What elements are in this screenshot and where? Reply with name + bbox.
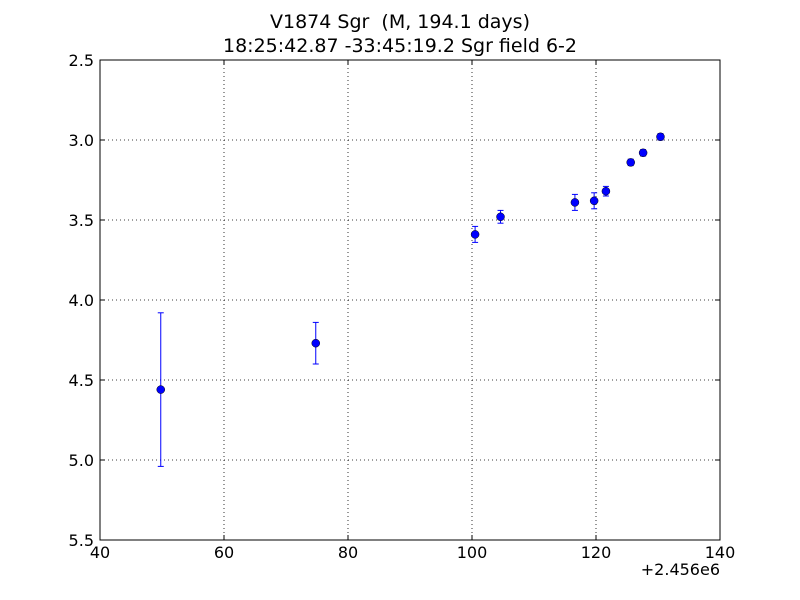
data-point — [626, 158, 635, 167]
y-tick-label: 5.0 — [69, 451, 94, 470]
point-marker — [156, 385, 166, 394]
data-point — [638, 148, 648, 158]
y-axis-ticks: 2.5 3.0 3.5 4.0 4.5 5.0 5.5 — [69, 51, 720, 550]
point-marker — [601, 186, 611, 196]
plot-frame — [99, 59, 721, 541]
data-point — [570, 193, 580, 211]
point-marker — [626, 158, 635, 167]
chart-subtitle: 18:25:42.87 -33:45:19.2 Sgr field 6-2 — [223, 35, 577, 57]
data-point — [156, 312, 166, 467]
x-tick-label: 140 — [705, 543, 736, 562]
x-axis-ticks: 40 60 80 100 120 140 — [90, 60, 735, 562]
x-axis-offset-label: +2.456e6 — [640, 560, 720, 579]
data-point — [656, 132, 665, 142]
y-tick-label: 5.5 — [69, 531, 94, 550]
y-tick-label: 4.5 — [69, 371, 94, 390]
y-tick-label: 2.5 — [69, 51, 94, 70]
data-series — [156, 132, 665, 467]
data-point — [601, 185, 611, 197]
chart-title: V1874 Sgr (M, 194.1 days) — [270, 11, 530, 33]
point-marker — [570, 198, 580, 207]
x-tick-label: 40 — [90, 543, 110, 562]
grid-lines — [100, 60, 720, 540]
y-tick-label: 3.5 — [69, 211, 94, 230]
y-tick-label: 3.0 — [69, 131, 94, 150]
point-marker — [496, 212, 505, 222]
point-marker — [589, 196, 599, 206]
x-tick-label: 100 — [457, 543, 488, 562]
data-point — [589, 192, 599, 210]
point-marker — [656, 132, 665, 142]
data-point — [470, 225, 480, 243]
y-tick-label: 4.0 — [69, 291, 94, 310]
data-point — [311, 321, 321, 365]
point-marker — [470, 230, 480, 239]
point-marker — [311, 338, 321, 348]
x-tick-label: 120 — [581, 543, 612, 562]
data-point — [496, 209, 505, 224]
x-tick-label: 60 — [214, 543, 234, 562]
x-tick-label: 80 — [338, 543, 358, 562]
point-marker — [638, 148, 648, 158]
